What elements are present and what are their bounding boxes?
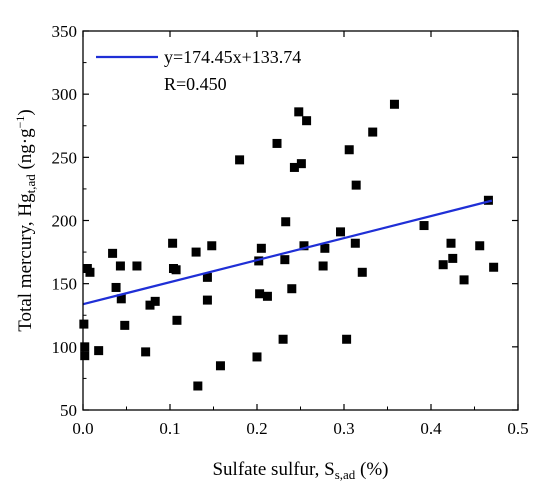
data-point — [108, 248, 118, 258]
x-axis-title-unit: (%) — [355, 459, 388, 480]
data-point — [289, 162, 299, 172]
data-point — [150, 296, 160, 306]
legend-r-value: R=0.450 — [164, 74, 227, 94]
data-point — [193, 381, 203, 391]
data-point — [446, 238, 456, 248]
data-point — [215, 361, 225, 371]
y-axis-title-close: ) — [15, 109, 36, 115]
data-point — [281, 217, 291, 227]
data-point — [344, 145, 354, 155]
data-point — [145, 300, 155, 310]
data-point — [357, 267, 367, 277]
y-tick-label: 150 — [52, 275, 78, 294]
y-tick-label: 300 — [52, 85, 78, 104]
data-point — [171, 265, 181, 275]
data-point — [389, 99, 399, 109]
y-axis-title-unit: (ng·g — [15, 128, 36, 174]
data-point — [132, 261, 142, 271]
data-point — [287, 284, 297, 294]
x-axis-title-subscript: s,ad — [335, 467, 356, 482]
y-tick-label: 200 — [52, 212, 78, 231]
x-tick-label: 0.1 — [159, 419, 180, 438]
data-point — [302, 116, 312, 126]
data-point — [350, 238, 360, 248]
data-point — [141, 347, 151, 357]
data-point — [116, 294, 126, 304]
data-point — [202, 295, 212, 305]
data-point — [256, 243, 266, 253]
data-point — [272, 138, 282, 148]
data-point — [254, 256, 264, 266]
x-tick-label: 0.5 — [507, 419, 528, 438]
data-point — [320, 243, 330, 253]
data-point — [336, 227, 346, 237]
data-point — [85, 267, 95, 277]
y-axis-title: Total mercury, Hgt,ad (ng·g−1) — [13, 109, 38, 331]
data-point — [111, 282, 121, 292]
data-point — [235, 155, 245, 165]
data-point — [448, 253, 458, 263]
data-point — [94, 346, 104, 356]
data-point — [262, 291, 272, 301]
legend-equation: y=174.45x+133.74 — [164, 47, 301, 67]
data-point — [168, 238, 178, 248]
data-point — [80, 351, 90, 361]
legend: y=174.45x+133.74 R=0.450 — [96, 47, 301, 94]
data-point — [419, 221, 429, 231]
data-point — [368, 127, 378, 137]
x-tick-label: 0.0 — [72, 419, 93, 438]
data-point — [318, 261, 328, 271]
data-point — [280, 255, 290, 265]
data-point — [438, 260, 448, 270]
y-tick-label: 100 — [52, 338, 78, 357]
x-axis-title-main: Sulfate sulfur, S — [212, 459, 334, 480]
data-point — [475, 241, 485, 251]
axis-ticks: 0.0 0.1 0.2 0.3 0.4 0.5 50 100 150 200 250 300 350 — [52, 22, 529, 438]
y-axis-title-main: Total mercury, Hg — [15, 193, 36, 332]
data-point — [299, 241, 309, 251]
data-point — [255, 289, 265, 299]
data-point — [172, 315, 182, 325]
data-point — [489, 262, 499, 272]
y-axis-title-superscript: −1 — [13, 116, 27, 129]
data-point — [207, 241, 217, 251]
data-points — [79, 99, 499, 391]
data-point — [79, 319, 89, 329]
x-axis-title: Sulfate sulfur, Ss,ad (%) — [212, 459, 388, 482]
x-tick-label: 0.4 — [420, 419, 442, 438]
data-point — [120, 320, 130, 330]
x-tick-label: 0.3 — [333, 419, 354, 438]
x-tick-label: 0.2 — [246, 419, 267, 438]
data-point — [252, 352, 262, 362]
data-point — [483, 195, 493, 205]
data-point — [191, 247, 201, 257]
data-point — [294, 107, 304, 117]
data-point — [296, 159, 306, 169]
data-point — [278, 334, 288, 344]
data-point — [202, 272, 212, 282]
y-tick-label: 50 — [60, 401, 77, 420]
data-point — [351, 180, 361, 190]
data-point — [342, 334, 352, 344]
y-tick-label: 250 — [52, 148, 78, 167]
y-tick-label: 350 — [52, 22, 78, 41]
y-axis-title-subscript: t,ad — [23, 174, 38, 194]
regression-line — [82, 199, 493, 306]
data-point — [115, 261, 125, 271]
data-point — [459, 275, 469, 285]
